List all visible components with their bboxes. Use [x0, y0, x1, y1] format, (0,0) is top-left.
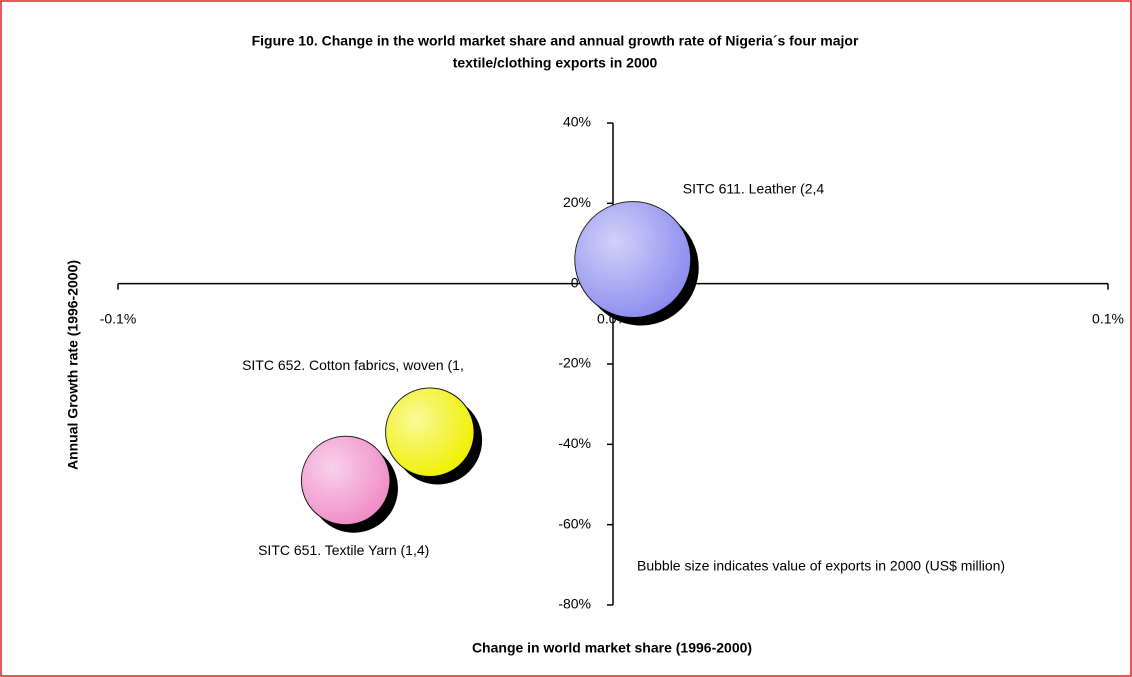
y-tick-label: 20% — [563, 194, 591, 210]
y-tick-label: -80% — [558, 596, 591, 612]
y-axis-title: Annual Growth rate (1996-2000) — [65, 260, 81, 470]
x-tick-label: 0.1% — [1092, 310, 1124, 326]
y-tick-label: -40% — [558, 435, 591, 451]
annotation: Bubble size indicates value of exports i… — [637, 558, 1005, 574]
x-tick-label: -0.1% — [100, 310, 137, 326]
chart-title: Figure 10. Change in the world market sh… — [252, 33, 859, 49]
bubble-label: SITC 651. Textile Yarn (1,4) — [258, 542, 429, 558]
bubble-highlight — [301, 436, 390, 525]
chart-title: textile/clothing exports in 2000 — [453, 55, 658, 71]
x-axis-title: Change in world market share (1996-2000) — [472, 640, 752, 656]
y-tick-label: 40% — [563, 114, 591, 130]
bubble-label: SITC 652. Cotton fabrics, woven (1, — [242, 357, 464, 373]
y-tick-label: -60% — [558, 515, 591, 531]
bubble-highlight — [385, 388, 475, 477]
bubble-highlight — [574, 201, 691, 318]
bubble-label: SITC 611. Leather (2,4 — [683, 180, 825, 196]
y-tick-label: -20% — [558, 355, 591, 371]
